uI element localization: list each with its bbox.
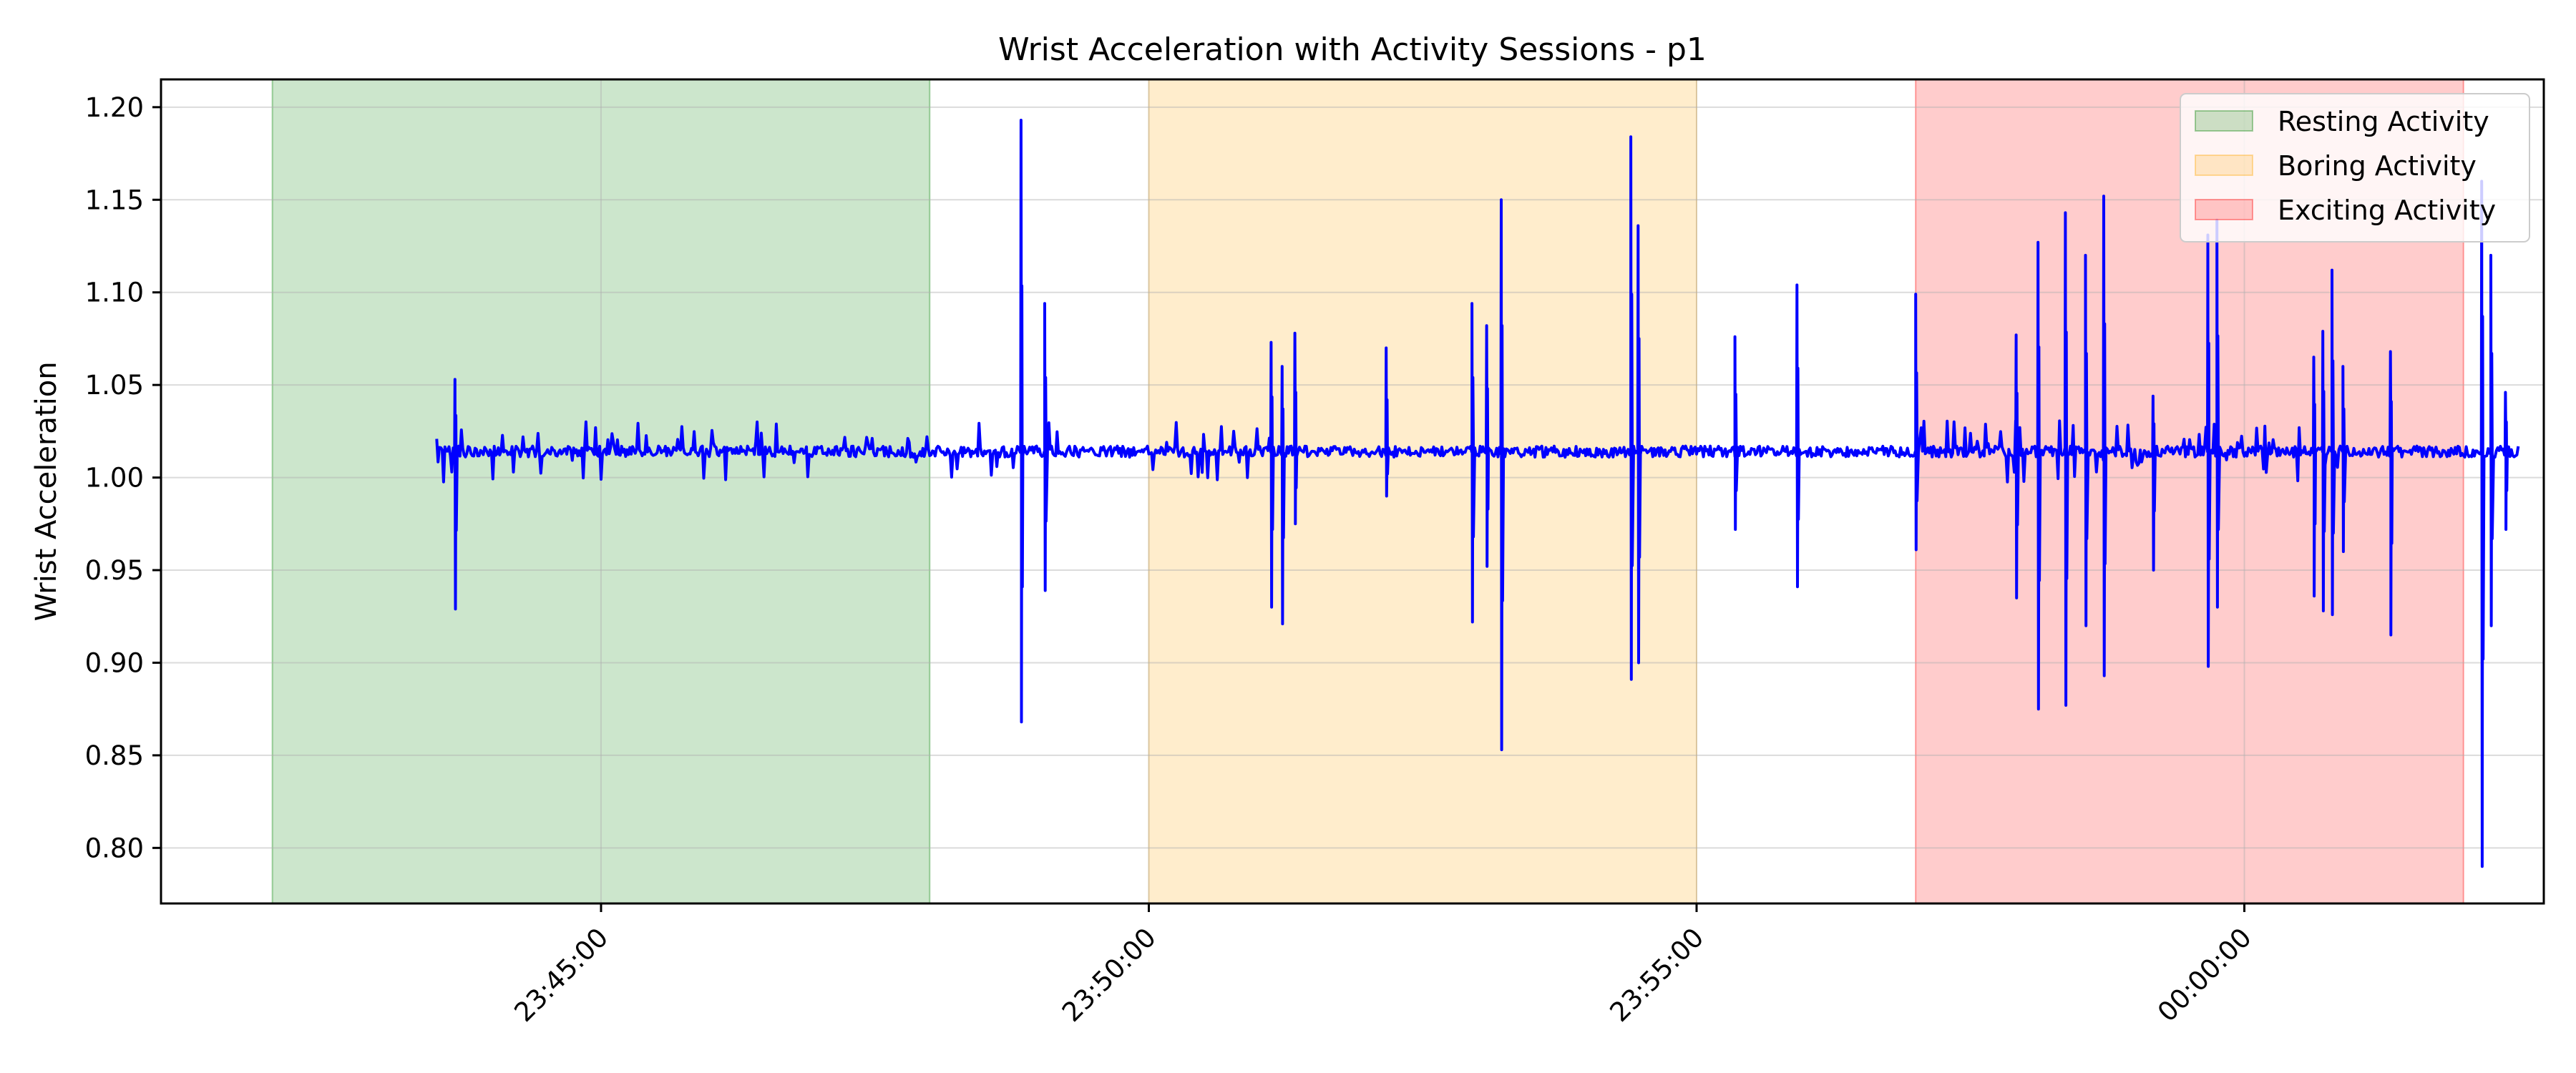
grid-lines: [161, 79, 2544, 903]
y-tick-label: 1.05: [85, 370, 144, 401]
plot-frame: [160, 78, 2545, 905]
legend-swatch-1: [2195, 155, 2253, 176]
y-tick-label: 0.85: [85, 740, 144, 771]
y-axis: 0.80 0.85 0.90 0.95 1.00 1.05 1.10 1.15 1.20: [85, 92, 161, 863]
legend-box: [2180, 93, 2530, 242]
chart-title: Wrist Acceleration with Activity Session…: [998, 31, 1707, 68]
y-tick-label: 0.80: [85, 833, 144, 863]
y-tick-label: 1.10: [85, 278, 144, 308]
series-line: [435, 119, 2520, 868]
session-band-1: [1148, 79, 1697, 903]
y-tick-label: 1.00: [85, 463, 144, 494]
legend-label-0: Resting Activity: [2278, 106, 2489, 137]
y-tick-label: 1.20: [85, 92, 144, 123]
legend: Resting Activity Boring Activity Exciting …: [2180, 93, 2530, 242]
legend-swatch-0: [2195, 110, 2253, 132]
legend-label-2: Exciting Activity: [2278, 195, 2496, 226]
session-bands: [271, 79, 2464, 903]
wrist-acceleration-line: [435, 119, 2520, 868]
legend-label-1: Boring Activity: [2278, 150, 2477, 182]
session-band-0: [272, 79, 930, 903]
y-tick-label: 0.90: [85, 647, 144, 678]
y-tick-label: 1.15: [85, 185, 144, 215]
y-axis-label: Wrist Acceleration: [30, 361, 63, 621]
legend-swatch-2: [2195, 199, 2253, 220]
y-tick-label: 0.95: [85, 555, 144, 586]
